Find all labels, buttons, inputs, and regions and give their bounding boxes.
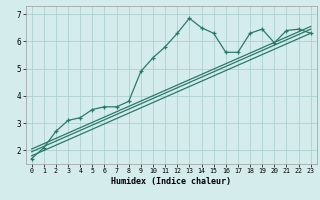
X-axis label: Humidex (Indice chaleur): Humidex (Indice chaleur) bbox=[111, 177, 231, 186]
